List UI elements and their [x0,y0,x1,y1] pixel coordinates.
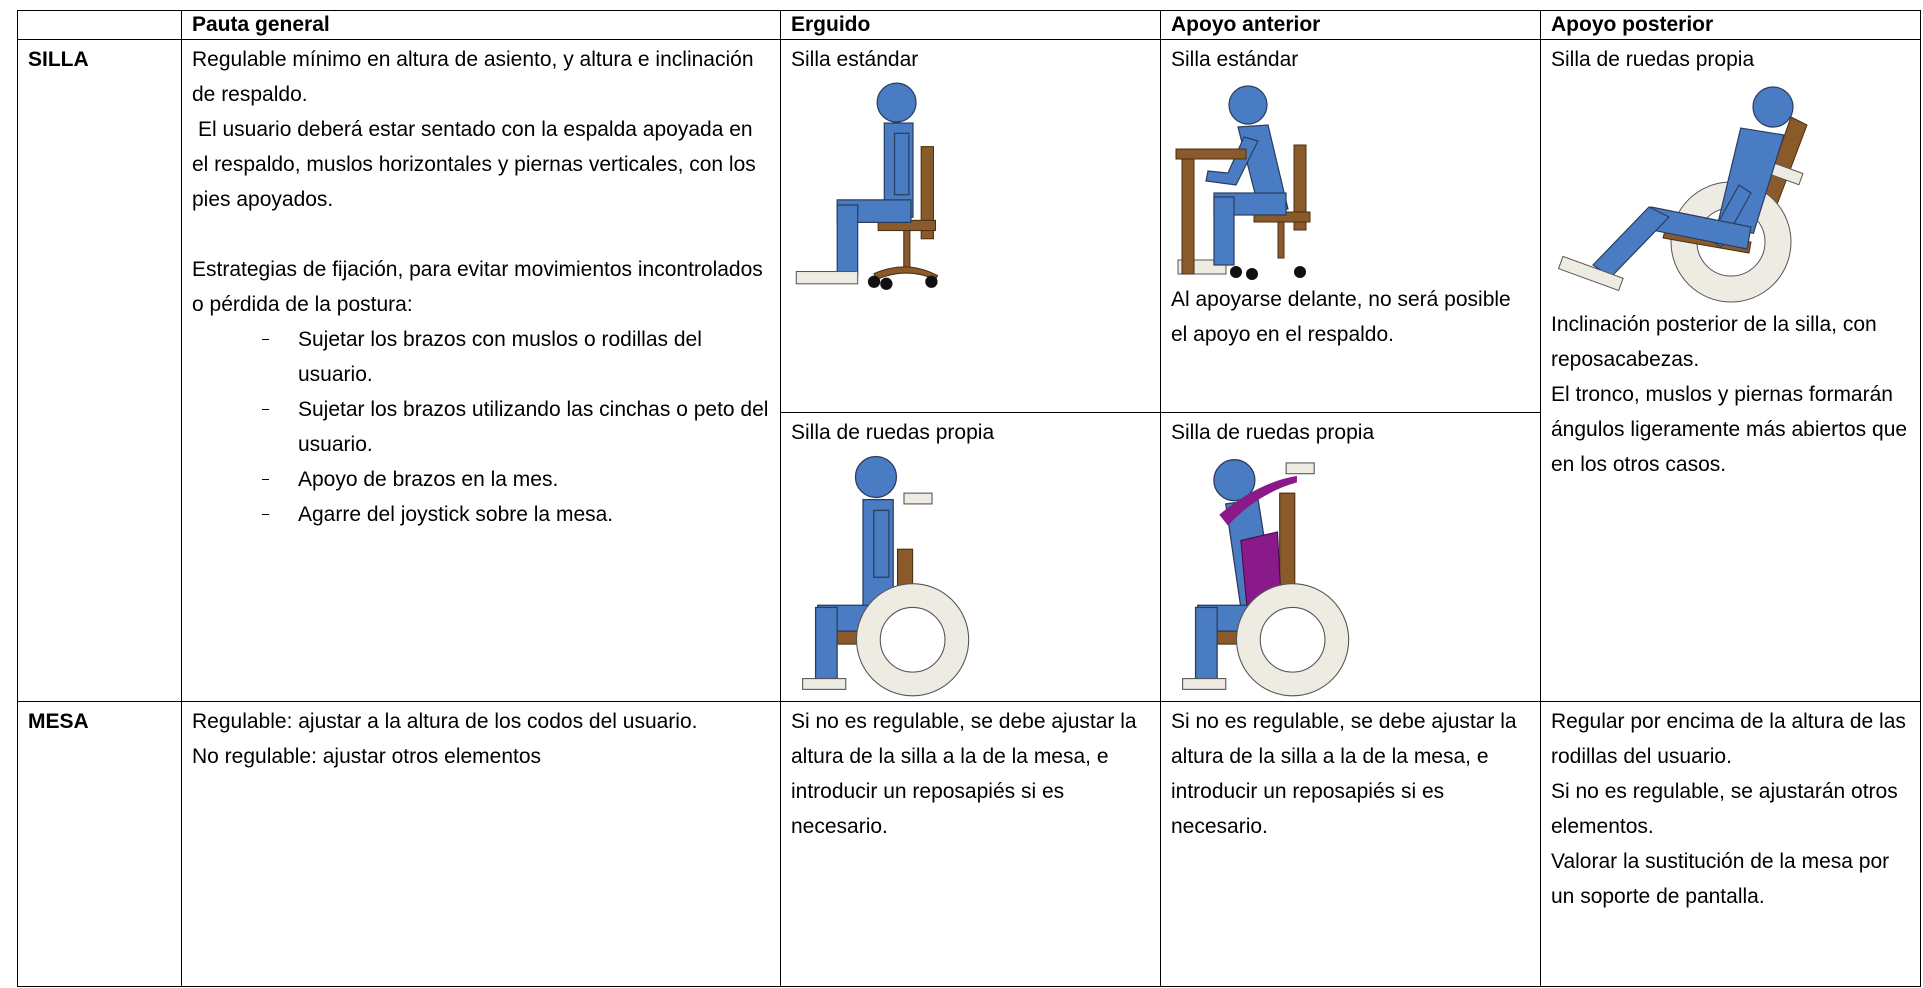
header-cell: Apoyo anterior [1160,10,1541,40]
illustration [1175,85,1311,280]
paragraph: No regulable: ajustar otros elementos [192,745,542,768]
illustration [1557,86,1808,303]
paragraph: El usuario deberá estar sentado con la e… [192,118,756,211]
erguido-cell: Si no es regulable, se debe ajustar la a… [780,701,1161,987]
caption: Silla estándar [1171,48,1299,71]
paragraph: Si no es regulable, se debe ajustar la a… [791,710,1137,838]
row-label: MESA [17,701,182,987]
paragraph: Regulable mínimo en altura de asiento, y… [192,48,754,106]
anterior-cell: Silla de ruedas propia [1160,412,1541,702]
list-item: Sujetar los brazos con muslos o rodillas… [262,322,770,392]
caption: Silla estándar [791,48,919,71]
caption: Silla de ruedas propia [791,421,995,444]
posture-table: Pauta general Erguido Apoyo anterior Apo… [17,10,1921,987]
paragraph: Si no es regulable, se debe ajustar la a… [1171,710,1517,838]
erguido-cell: Silla estándar [780,39,1161,413]
general-cell: Regulable: ajustar a la altura de los co… [181,701,781,987]
posterior-cell: Regular por encima de la altura de las r… [1540,701,1921,987]
paragraph: Regulable: ajustar a la altura de los co… [192,710,698,733]
anterior-cell: Si no es regulable, se debe ajustar la a… [1160,701,1541,987]
erguido-cell: Silla de ruedas propia [780,412,1161,702]
paragraph: Regular por encima de la altura de las r… [1551,710,1906,768]
paragraph: Valorar la sustitución de la mesa por un… [1551,850,1890,908]
illustration [802,455,970,697]
note: Al apoyarse delante, no será posible el … [1171,288,1511,346]
illustration [1182,459,1350,697]
posterior-cell: Silla de ruedas propia Inclinación poste… [1540,39,1921,702]
note: Inclinación posterior de la silla, con r… [1551,313,1877,371]
corner-cell [17,10,182,40]
silla-row: SILLA Regulable mínimo en altura de asie… [17,39,1921,702]
caption: Silla de ruedas propia [1551,48,1755,71]
list-item: Sujetar los brazos utilizando las cincha… [262,392,770,462]
paragraph: Estrategias de fijación, para evitar mov… [192,258,763,316]
header-cell: Apoyo posterior [1540,10,1921,40]
paragraph: Si no es regulable, se ajustarán otros e… [1551,780,1898,838]
list: Sujetar los brazos con muslos o rodillas… [192,322,770,532]
anterior-cell: Silla estándar Al apoyarse delante, no s… [1160,39,1541,413]
list-item: Apoyo de brazos en la mes. [262,462,770,497]
header-cell: Erguido [780,10,1161,40]
header-cell: Pauta general [181,10,781,40]
mesa-row: MESA Regulable: ajustar a la altura de l… [17,701,1921,987]
note: El tronco, muslos y piernas formarán áng… [1551,383,1908,476]
header-row: Pauta general Erguido Apoyo anterior Apo… [17,10,1921,40]
general-cell: Regulable mínimo en altura de asiento, y… [181,39,781,702]
row-label: SILLA [17,39,182,702]
caption: Silla de ruedas propia [1171,421,1375,444]
silla-row-2: Silla de ruedas propia Silla de ruedas p… [18,412,1921,702]
list-item: Agarre del joystick sobre la mesa. [262,497,770,532]
illustration [795,82,939,290]
